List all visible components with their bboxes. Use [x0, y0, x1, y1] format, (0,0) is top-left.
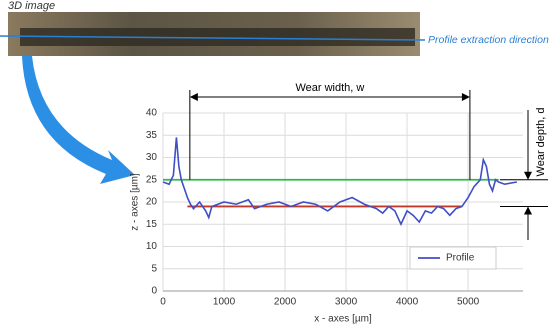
x-tick-label: 1000: [213, 297, 236, 308]
arrow: [22, 56, 135, 184]
x-tick-label: 3000: [335, 297, 358, 308]
extraction-line: [0, 35, 426, 41]
y-tick-label: 25: [146, 174, 158, 185]
wear-track: [20, 28, 415, 46]
legend-box: [409, 246, 497, 270]
y-tick-label: 40: [146, 108, 158, 119]
y-axis-label: z - axes [µm]: [130, 173, 141, 231]
direction-label: Profile extraction direction: [428, 34, 549, 46]
y-tick-label: 10: [146, 241, 158, 252]
y-tick-label: 35: [146, 130, 158, 141]
chart: 0 5 10 15 20 25 30 35 40 0 1000 2000 3000 4000 5000 x -…: [130, 82, 548, 325]
arrow-head: [524, 171, 532, 215]
legend-label: Profile: [446, 253, 475, 264]
y-tick-label: 15: [146, 219, 158, 230]
y-tick-label: 30: [146, 152, 158, 163]
y-tick-label: 5: [151, 263, 157, 274]
depth-label: Wear depth, d: [535, 108, 547, 177]
y-tick-label: 0: [151, 286, 157, 297]
y-tick-label: 20: [146, 197, 158, 208]
x-tick-label: 0: [160, 297, 166, 308]
image-label: 3D image: [8, 0, 55, 12]
x-tick-label: 4000: [396, 297, 419, 308]
width-label: Wear width, w: [295, 82, 364, 94]
profile-line: [162, 137, 518, 227]
x-tick-label: 5000: [457, 297, 480, 308]
x-tick-label: 2000: [274, 297, 297, 308]
x-axis-label: x - axes [µm]: [314, 314, 372, 325]
